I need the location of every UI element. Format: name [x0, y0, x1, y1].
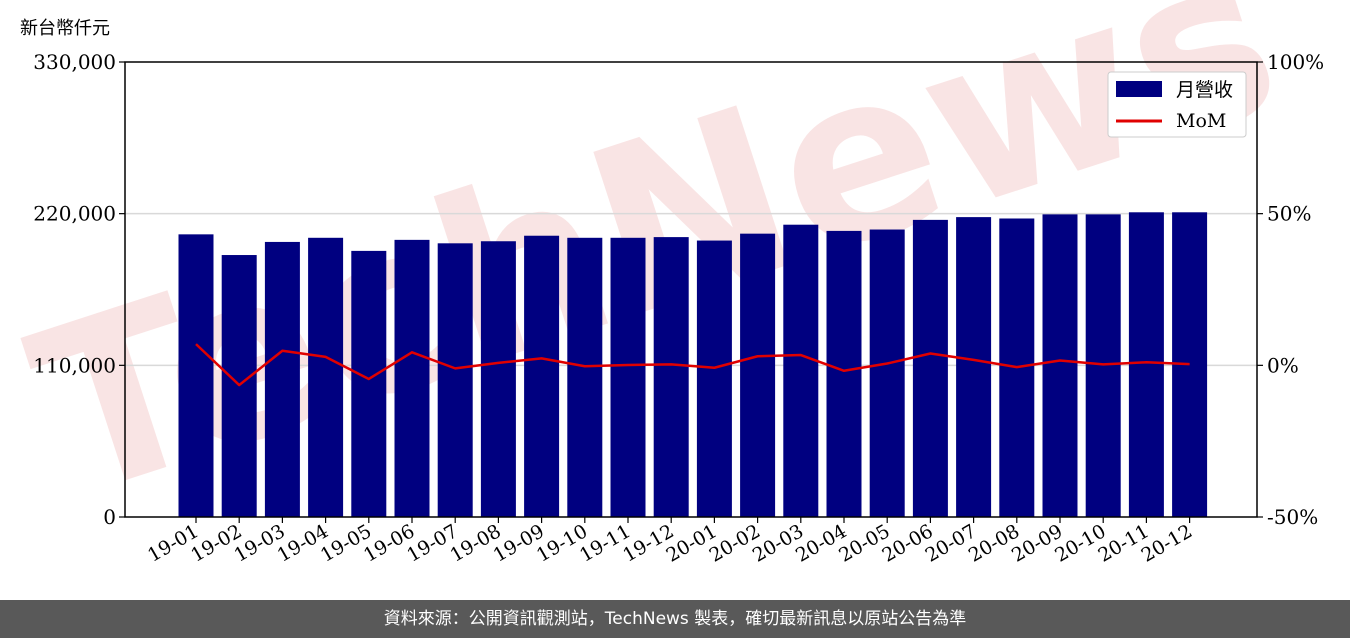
bar-19-04	[308, 237, 344, 517]
legend: 月營收 MoM	[1107, 71, 1247, 138]
mom-line	[195, 343, 1190, 387]
legend-label-revenue: 月營收	[1176, 79, 1233, 101]
y-left-tick-label: 330,000	[33, 50, 116, 74]
y-left-tick-label: 110,000	[33, 353, 116, 377]
bar-19-07	[437, 243, 473, 517]
bar-19-08	[480, 241, 516, 517]
y-right-tick-label: 0%	[1267, 353, 1299, 377]
plot-frame	[124, 61, 1258, 518]
bar-20-05	[869, 229, 905, 518]
mom-line-series	[195, 343, 1190, 387]
y-right-tick-label: 50%	[1267, 202, 1311, 226]
bar-19-03	[264, 241, 300, 517]
bar-19-12	[653, 237, 689, 517]
y-left-tick-label: 220,000	[33, 202, 116, 226]
bar-20-03	[783, 224, 819, 518]
y-axis-unit-label: 新台幣仟元	[20, 18, 110, 39]
legend-label-mom: MoM	[1176, 110, 1226, 132]
bar-20-10	[1085, 214, 1121, 517]
bar-20-01	[696, 240, 732, 517]
bar-20-04	[826, 230, 862, 517]
bar-20-11	[1128, 212, 1164, 517]
bar-20-02	[740, 233, 776, 517]
bar-20-06	[912, 219, 948, 517]
source-footer: 資料來源：公開資訊觀測站，TechNews 製表，確切最新訊息以原站公告為準	[0, 600, 1350, 638]
bar-19-09	[524, 235, 560, 517]
bar-19-10	[567, 237, 603, 517]
bar-19-11	[610, 237, 646, 517]
bar-19-05	[351, 250, 387, 518]
legend-bar-swatch	[1116, 81, 1162, 97]
y-right-tick-label: 100%	[1267, 50, 1324, 74]
bar-19-06	[394, 239, 430, 517]
bar-19-01	[178, 234, 214, 517]
bar-20-07	[956, 217, 992, 517]
chart: TechNews 0110,000220,000330,000-50%0%50%…	[6, 0, 1325, 567]
y-left-tick-label: 0	[103, 505, 116, 529]
bar-20-09	[1042, 214, 1078, 517]
y-right-tick-label: -50%	[1267, 505, 1318, 529]
x-tick-label: 20-12	[1138, 520, 1196, 566]
